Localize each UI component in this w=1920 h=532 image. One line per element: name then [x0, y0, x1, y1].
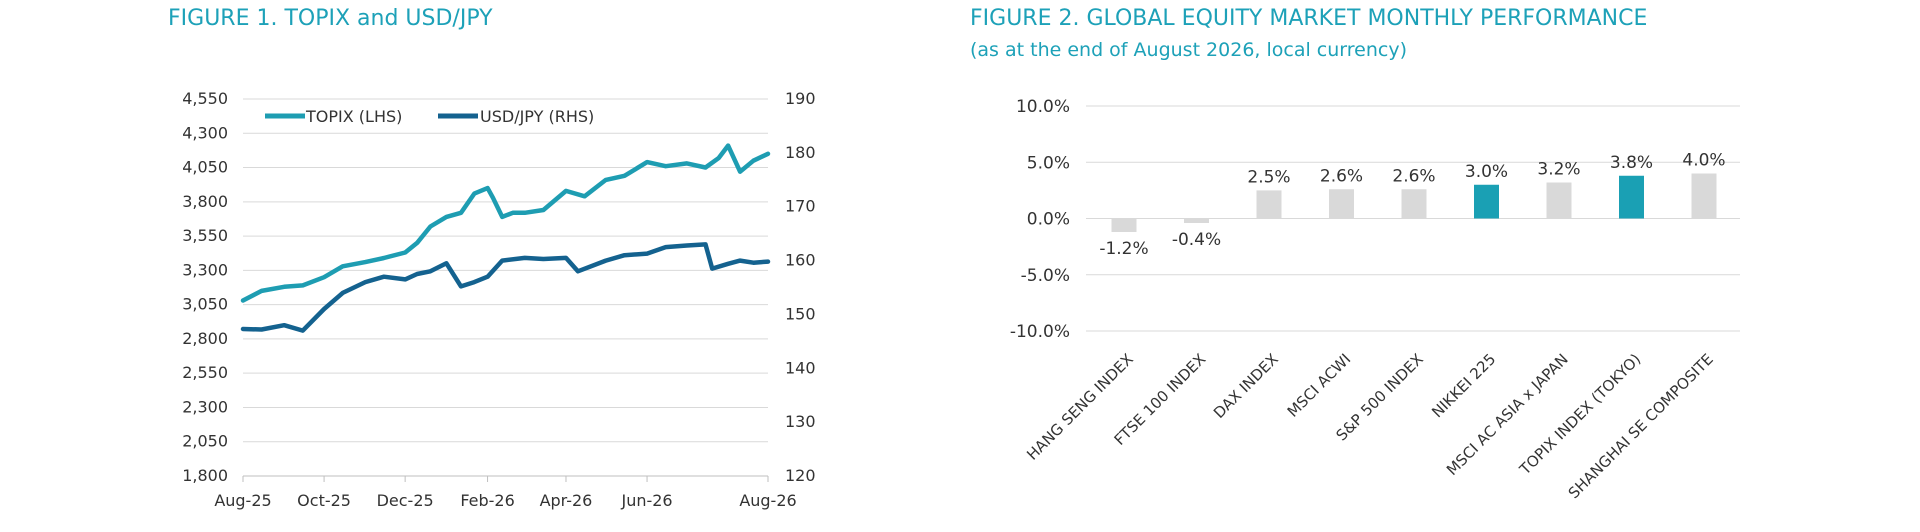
legend-label: USD/JPY (RHS) — [480, 107, 594, 126]
y-left-tick-label: 4,050 — [182, 158, 228, 177]
bar — [1546, 182, 1572, 219]
bar-value-label: 3.8% — [1610, 153, 1653, 173]
y-tick-label: 5.0% — [1027, 153, 1070, 173]
legend-label: TOPIX (LHS) — [305, 107, 402, 126]
y-left-tick-label: 2,050 — [182, 432, 228, 451]
bar-value-label: -0.4% — [1172, 230, 1221, 250]
x-tick-label: Oct-25 — [297, 491, 351, 510]
bar-value-label: 2.6% — [1320, 166, 1363, 186]
category-label: MSCI ACWI — [1284, 350, 1355, 421]
figure1-title: FIGURE 1. TOPIX and USD/JPY — [168, 6, 493, 31]
y-tick-label: 10.0% — [1016, 97, 1070, 117]
figure2-title: FIGURE 2. GLOBAL EQUITY MARKET MONTHLY P… — [970, 6, 1648, 31]
figure2-subtitle: (as at the end of August 2026, local cur… — [970, 39, 1407, 61]
bar — [1401, 189, 1427, 219]
y-right-tick-label: 180 — [785, 143, 816, 162]
y-right-tick-label: 120 — [785, 466, 816, 485]
bar — [1329, 189, 1354, 219]
y-left-tick-label: 3,300 — [182, 260, 228, 279]
bar-value-label: 3.2% — [1537, 160, 1580, 180]
y-right-tick-label: 170 — [785, 197, 816, 216]
y-tick-label: -10.0% — [1010, 322, 1070, 342]
category-label: TOPIX INDEX (TOKYO) — [1515, 350, 1644, 479]
category-label: DAX INDEX — [1210, 350, 1282, 422]
x-tick-label: Aug-26 — [739, 491, 796, 510]
y-tick-label: -5.0% — [1021, 266, 1070, 286]
usdjpy-series-line — [240, 242, 771, 333]
y-tick-label: 0.0% — [1027, 210, 1070, 230]
x-tick-label: Apr-26 — [540, 491, 593, 510]
y-left-tick-label: 4,550 — [182, 89, 228, 108]
y-right-tick-label: 190 — [785, 89, 816, 108]
bar — [1474, 184, 1499, 219]
bar-value-label: 4.0% — [1682, 151, 1725, 171]
y-left-tick-label: 3,800 — [182, 192, 228, 211]
topix-usdjpy-line-chart: 4,550 4,300 4,050 3,800 3,550 3,300 3,050 2,800… — [182, 89, 816, 510]
bar — [1184, 218, 1209, 223]
bar-value-label: 2.5% — [1247, 167, 1290, 187]
y-left-tick-label: 2,300 — [182, 397, 228, 416]
category-label: NIKKEI 225 — [1428, 350, 1499, 421]
y-right-tick-label: 140 — [785, 358, 816, 377]
y-right-tick-label: 150 — [785, 304, 816, 323]
x-tick-label: Dec-25 — [377, 491, 434, 510]
y-left-tick-label: 2,550 — [182, 363, 228, 382]
x-tick-label: Aug-25 — [214, 491, 271, 510]
y-left-tick-label: 2,800 — [182, 329, 228, 348]
bar — [1111, 218, 1137, 232]
y-right-tick-label: 160 — [785, 251, 816, 270]
y-left-tick-label: 4,300 — [182, 123, 228, 142]
bar — [1691, 173, 1717, 219]
topix-series-line — [240, 143, 771, 303]
y-left-tick-label: 3,050 — [182, 295, 228, 314]
x-tick-label: Feb-26 — [460, 491, 514, 510]
bar-value-label: -1.2% — [1099, 239, 1148, 259]
bar-value-label: 2.6% — [1392, 166, 1435, 186]
y-left-tick-label: 1,800 — [182, 466, 228, 485]
y-left-tick-label: 3,550 — [182, 226, 228, 245]
bar-value-label: 3.0% — [1465, 162, 1508, 182]
category-label: SHANGHAI SE COMPOSITE — [1565, 350, 1717, 502]
category-label: MSCI AC ASIA x JAPAN — [1443, 350, 1572, 479]
y-right-tick-label: 130 — [785, 412, 816, 431]
bar — [1619, 175, 1644, 219]
bar — [1256, 190, 1282, 219]
x-tick-label: Jun-26 — [620, 491, 672, 510]
